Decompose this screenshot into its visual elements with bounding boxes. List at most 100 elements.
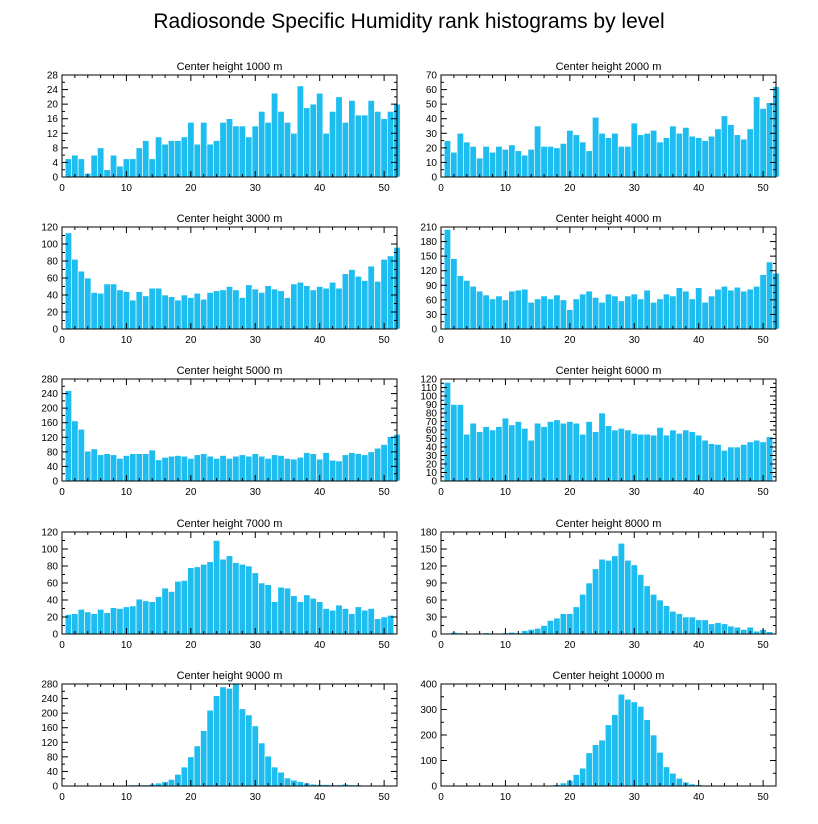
histogram-bar xyxy=(740,629,748,635)
x-tick-label: 10 xyxy=(500,183,512,194)
histogram-bar xyxy=(97,292,105,330)
histogram-bar xyxy=(283,297,292,330)
histogram-bar xyxy=(592,116,600,178)
x-tick-label: 0 xyxy=(438,335,444,346)
histogram-bar xyxy=(656,599,664,635)
histogram-bar xyxy=(579,293,587,330)
histogram-bar xyxy=(746,288,754,330)
x-tick-label: 20 xyxy=(564,183,576,194)
histogram-bar xyxy=(296,601,304,635)
y-tick-label: 120 xyxy=(41,528,58,539)
histogram-bar xyxy=(200,563,208,635)
histogram-bar xyxy=(598,739,606,787)
histogram-bar xyxy=(450,404,458,482)
histogram-bar xyxy=(740,138,748,178)
histogram-bar xyxy=(682,127,690,178)
histogram-bar xyxy=(264,755,272,787)
y-tick-label: 40 xyxy=(47,462,59,473)
x-tick-label: 30 xyxy=(629,183,641,194)
chart-panel: Center height 3000 m 0 10 20 30 40 50 0 20 40 60 80… xyxy=(41,213,401,346)
histogram-bar xyxy=(77,609,85,635)
y-tick-label: 0 xyxy=(431,630,437,641)
panel-title: Center height 1000 m xyxy=(177,61,283,73)
histogram-bar xyxy=(701,140,709,178)
y-tick-label: 20 xyxy=(426,460,438,471)
y-tick-label: 0 xyxy=(52,630,58,641)
histogram-bar xyxy=(387,255,395,330)
histogram-bar xyxy=(598,132,606,178)
histogram-bar xyxy=(630,701,638,787)
histogram-bar xyxy=(142,600,150,635)
histogram-bar xyxy=(245,136,253,178)
histogram-bar xyxy=(617,693,625,787)
histogram-bar xyxy=(559,299,567,330)
x-tick-label: 30 xyxy=(250,640,262,651)
histogram-bar xyxy=(258,292,266,330)
histogram-bar xyxy=(258,111,266,178)
x-tick-label: 20 xyxy=(564,640,576,651)
histogram-bar xyxy=(77,158,85,178)
histogram-bar xyxy=(540,146,548,178)
histogram-bar xyxy=(604,293,613,330)
histogram-bar xyxy=(746,128,754,178)
histogram-bar xyxy=(232,125,240,178)
y-tick-label: 120 xyxy=(420,562,437,573)
histogram-bar xyxy=(103,169,111,178)
x-tick-label: 20 xyxy=(185,183,197,194)
histogram-bar xyxy=(669,295,677,330)
histogram-bar xyxy=(245,565,253,635)
histogram-bar xyxy=(617,427,625,482)
histogram-bar xyxy=(688,616,696,635)
y-tick-label: 0 xyxy=(431,325,437,336)
histogram-bar xyxy=(316,92,324,178)
histogram-bar xyxy=(97,454,105,482)
histogram-bar xyxy=(367,608,375,635)
histogram-bar xyxy=(662,434,671,482)
histogram-bar xyxy=(225,688,234,787)
histogram-bar xyxy=(387,436,395,482)
x-tick-label: 40 xyxy=(314,792,326,803)
histogram-bar xyxy=(617,146,625,178)
x-tick-label: 10 xyxy=(500,640,512,651)
y-tick-label: 16 xyxy=(47,114,59,125)
x-tick-label: 30 xyxy=(629,487,641,498)
histogram-bar xyxy=(90,448,98,482)
histogram-bar xyxy=(271,454,279,482)
histogram-bar xyxy=(637,706,645,787)
y-tick-label: 30 xyxy=(426,129,438,140)
histogram-bar xyxy=(303,452,311,482)
x-tick-label: 30 xyxy=(629,792,641,803)
histogram-bar xyxy=(296,781,304,787)
histogram-bar xyxy=(534,125,542,178)
y-tick-label: 0 xyxy=(431,477,437,488)
histogram-bar xyxy=(527,149,535,178)
histogram-bar xyxy=(463,280,471,330)
histogram-bar xyxy=(341,454,349,482)
histogram-bar xyxy=(290,283,298,330)
histogram-bar xyxy=(135,598,143,635)
y-tick-label: 90 xyxy=(426,281,438,292)
histogram-bar xyxy=(354,453,362,482)
histogram-bar xyxy=(682,429,690,482)
histogram-bar xyxy=(245,284,253,330)
histogram-bar xyxy=(443,382,451,482)
x-tick-label: 40 xyxy=(693,335,705,346)
histogram-bar xyxy=(585,421,593,482)
histogram-bar xyxy=(283,777,292,787)
histogram-bar xyxy=(213,540,221,635)
x-tick-label: 40 xyxy=(693,183,705,194)
histogram-bar xyxy=(271,601,279,635)
histogram-bar xyxy=(733,286,741,330)
histogram-bar xyxy=(695,434,703,482)
histogram-bar xyxy=(193,745,201,787)
histogram-bar xyxy=(361,114,369,178)
histogram-bar xyxy=(540,295,548,330)
histogram-bar xyxy=(174,455,182,482)
y-tick-label: 90 xyxy=(426,400,438,411)
histogram-bar xyxy=(161,587,169,635)
histogram-bar xyxy=(546,146,555,178)
histogram-bar xyxy=(387,111,395,178)
y-tick-label: 10 xyxy=(426,468,438,479)
x-tick-label: 50 xyxy=(379,335,391,346)
histogram-bar xyxy=(720,115,728,178)
